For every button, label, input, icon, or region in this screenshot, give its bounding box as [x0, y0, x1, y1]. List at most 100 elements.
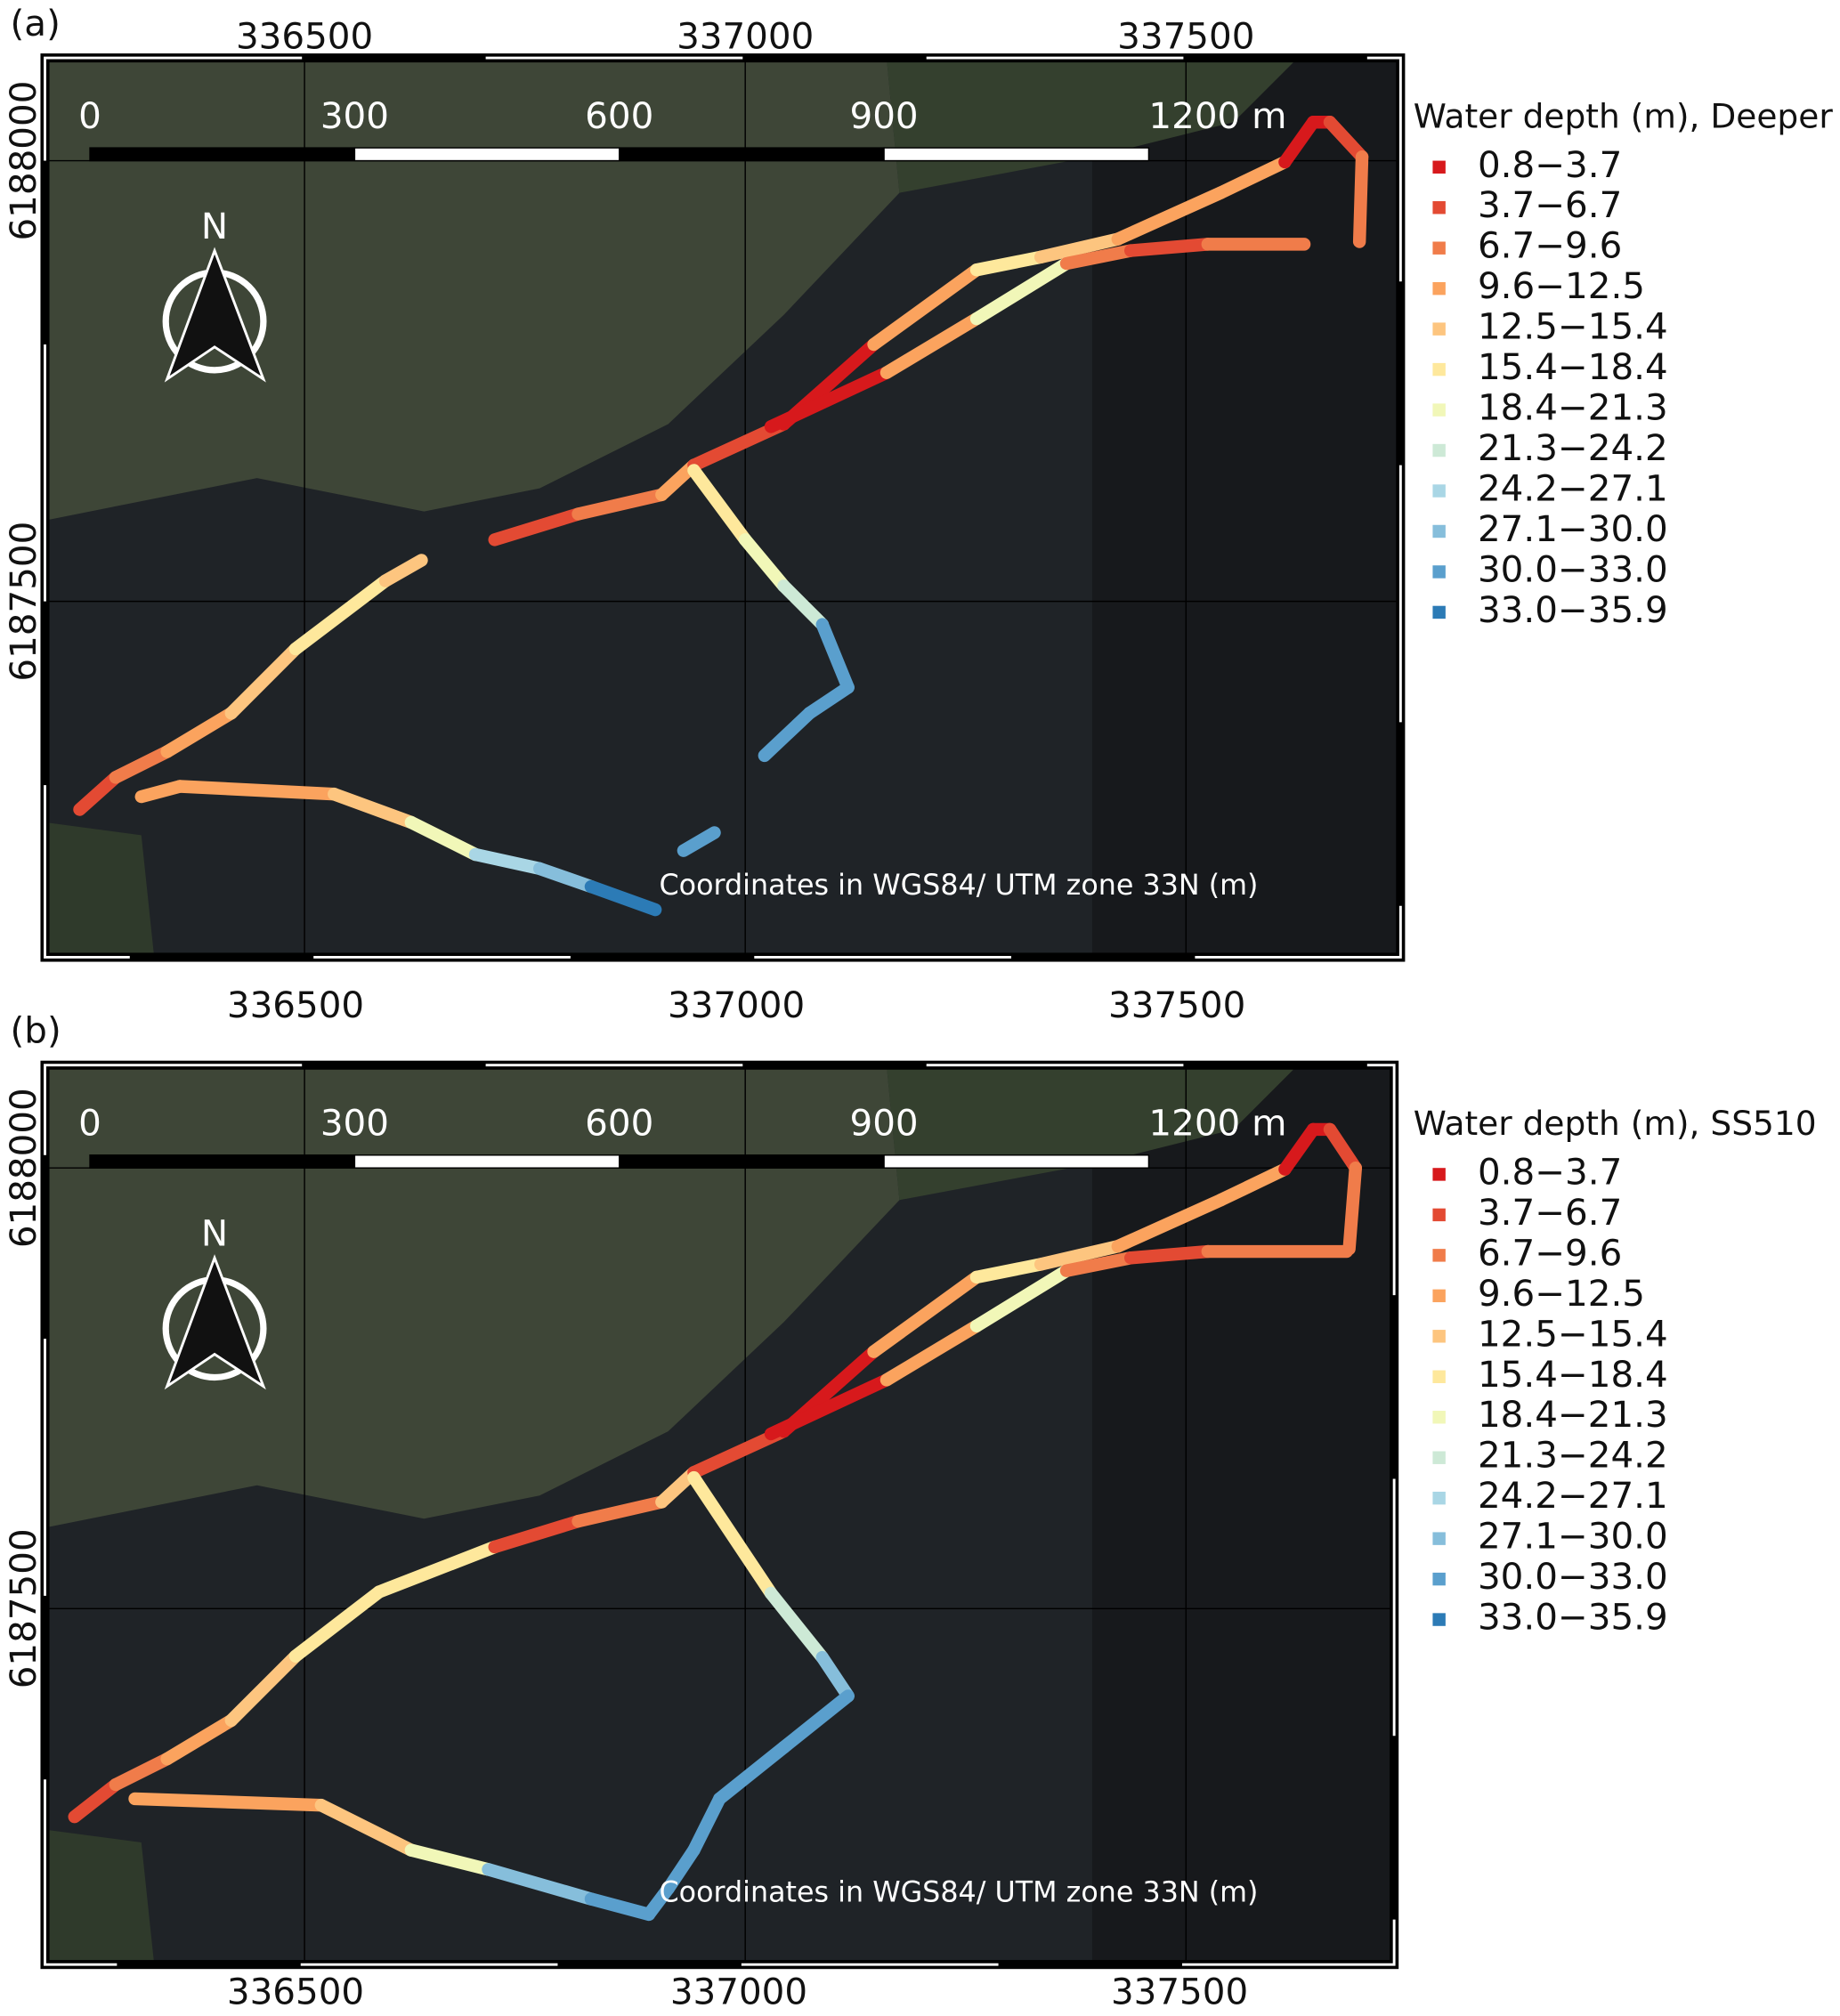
track-segment	[969, 250, 1048, 277]
north-label: N	[201, 1212, 228, 1255]
track-segment	[815, 618, 855, 694]
scale-label: 300	[320, 1102, 389, 1145]
track-segment	[109, 1752, 174, 1792]
track-segment	[224, 642, 303, 720]
track-segment	[1352, 150, 1369, 248]
scale-segment	[883, 1154, 1150, 1169]
scale-label: 900	[850, 1102, 919, 1145]
legend-label: 27.1−30.0	[1478, 1515, 1668, 1558]
track-segment	[224, 1649, 303, 1728]
track-segment	[777, 579, 830, 631]
track-segment	[160, 707, 239, 758]
legend-swatch	[1432, 443, 1446, 457]
track-segment	[687, 1792, 726, 1857]
legend-label: 33.0−35.9	[1478, 1596, 1668, 1639]
track-segment	[1059, 244, 1138, 271]
track-segment	[73, 771, 123, 816]
legend-label: 33.0−35.9	[1478, 588, 1668, 631]
scale-label: 900	[850, 94, 919, 137]
track-segment	[109, 745, 174, 784]
x-coordinate-label: 337500	[1117, 14, 1254, 57]
frame-inner	[44, 56, 1402, 959]
track-segment	[128, 1792, 328, 1812]
track-segment	[758, 707, 816, 763]
track-segment	[661, 1843, 701, 1896]
legend-label: 30.0−33.0	[1478, 547, 1668, 590]
y-coordinate-label: 6188000	[2, 1088, 45, 1248]
track-segment	[584, 1892, 656, 1922]
track-segment	[687, 464, 752, 547]
track-segment	[969, 256, 1074, 326]
track-segment	[1059, 1251, 1138, 1277]
legend-label: 0.8−3.7	[1478, 1150, 1622, 1193]
track-segment	[713, 1740, 790, 1806]
track-segment	[378, 554, 428, 587]
track-segment	[173, 780, 341, 801]
x-coordinate-label: 337500	[1108, 984, 1245, 1026]
legend-title: Water depth (m), Deeper	[1414, 96, 1834, 135]
legend-label: 18.4−21.3	[1478, 386, 1668, 429]
legend-swatch	[1432, 281, 1446, 296]
north-arrow	[164, 247, 266, 383]
scale-segment	[883, 147, 1150, 162]
track-segment	[1278, 1122, 1320, 1176]
scale-label: 1200 m	[1148, 94, 1286, 137]
legend-label: 0.8−3.7	[1478, 143, 1622, 186]
x-coordinate-label: 337500	[1111, 1970, 1248, 2012]
legend-label: 12.5−15.4	[1478, 1312, 1668, 1355]
track-segment	[1278, 116, 1320, 169]
track-segment	[288, 1585, 386, 1663]
scale-label: 600	[585, 94, 653, 137]
legend-label: 24.2−27.1	[1478, 1474, 1668, 1517]
legend-swatch	[1432, 1572, 1446, 1586]
legend-label: 3.7−6.7	[1478, 183, 1622, 226]
y-coordinate-label: 6187500	[2, 1528, 45, 1688]
north-arrow	[164, 1254, 266, 1390]
x-coordinate-label: 336500	[227, 1970, 364, 2012]
track-segment	[533, 862, 598, 894]
map-panel: (a) 0 300 600 900 1200 m N 336500 337000 337500 61…	[2, 2, 1834, 962]
track-segment	[482, 1863, 598, 1906]
north-label: N	[201, 205, 228, 247]
track-segment	[584, 879, 662, 917]
track-segment	[879, 312, 984, 379]
scale-label: 0	[78, 94, 101, 137]
track-segment	[68, 1777, 123, 1824]
x-coordinate-label: 336500	[236, 14, 373, 57]
track-segment	[1323, 1122, 1363, 1175]
legend-label: 6.7−9.6	[1478, 224, 1622, 267]
legend-swatch	[1432, 1330, 1446, 1343]
track-segment	[815, 1650, 855, 1703]
track-segment	[488, 1514, 585, 1554]
land	[45, 58, 900, 521]
track-segment	[879, 1319, 984, 1387]
frame-inner	[44, 1064, 1396, 1966]
track-segment	[314, 1798, 418, 1857]
track-segment	[134, 780, 187, 804]
legend-label: 6.7−9.6	[1478, 1231, 1622, 1274]
track-segment	[288, 574, 393, 656]
track-segment	[372, 1540, 501, 1599]
legend-swatch	[1432, 201, 1446, 215]
track-segment	[1033, 232, 1125, 264]
legend-swatch	[1432, 524, 1446, 538]
track-segment	[571, 488, 669, 521]
track-segment	[677, 826, 721, 857]
land	[45, 1065, 900, 1528]
track-segment	[404, 815, 482, 862]
track-segment	[1214, 155, 1292, 199]
legend-label: 12.5−15.4	[1478, 305, 1668, 348]
x-coordinate-label: 337000	[677, 14, 814, 57]
panel-label: (b)	[11, 1009, 61, 1052]
track-segment	[777, 1689, 855, 1754]
land-sw	[45, 1829, 155, 1965]
legend-swatch	[1432, 565, 1446, 579]
track-segment	[1124, 238, 1215, 257]
scale-segment	[353, 147, 620, 162]
scale-label: 0	[78, 1102, 101, 1145]
scale-segment	[89, 147, 356, 162]
legend-swatch	[1432, 1289, 1446, 1303]
track-segment	[764, 366, 894, 433]
legend-swatch	[1432, 484, 1446, 498]
